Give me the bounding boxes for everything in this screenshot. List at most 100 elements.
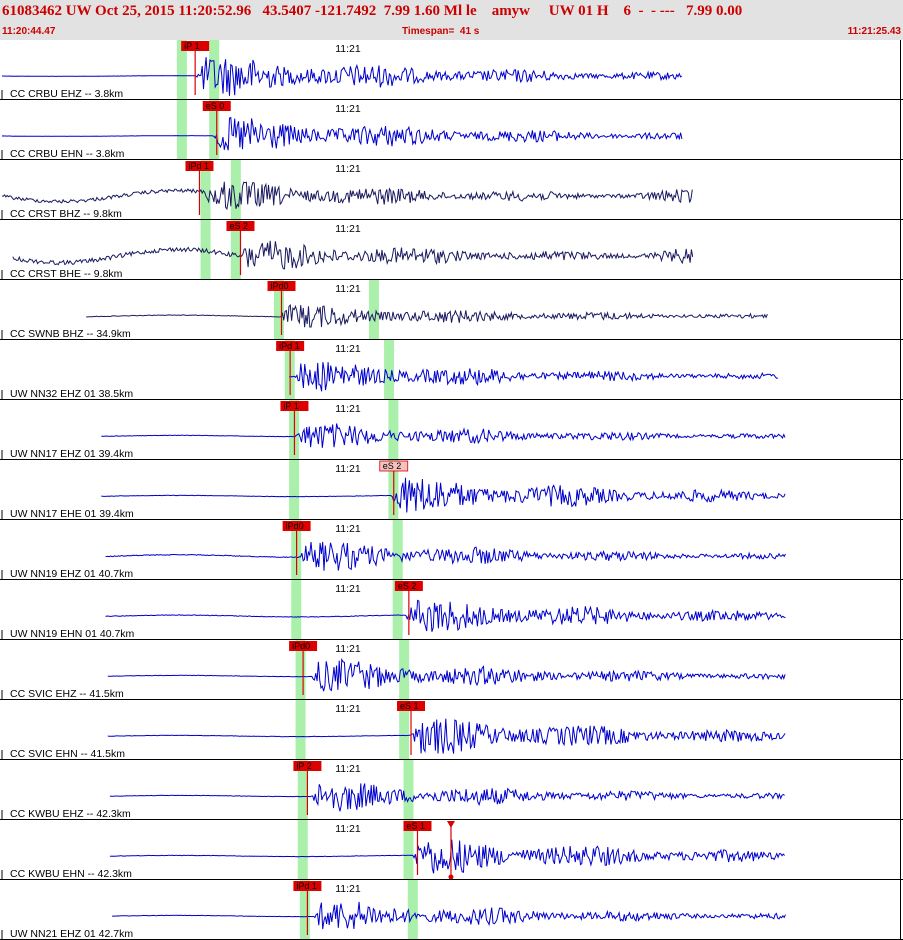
waveform (86, 303, 768, 328)
trace-panel[interactable]: iPd0 11:21 CC SVIC EHZ -- 41.5km (0, 640, 903, 700)
pick-flag[interactable] (379, 460, 409, 472)
s-phase-window (209, 100, 220, 160)
s-phase-window (384, 340, 395, 400)
station-label: CC KWBU EHZ -- 42.3km (10, 808, 131, 820)
minute-tick-label: 11:21 (335, 403, 361, 415)
p-phase-window (273, 280, 284, 340)
trace-panel[interactable]: eS 0 11:21 CC CRBU EHN -- 3.8km (0, 100, 903, 160)
station-label: CC SVIC EHN -- 41.5km (10, 748, 125, 760)
end-time: 11:21:25.43 (847, 26, 901, 37)
p-phase-window (297, 760, 308, 820)
pick-flag[interactable] (280, 401, 309, 411)
trace-panel[interactable]: iP 1 11:21 UW NN17 EHZ 01 39.4km (0, 400, 903, 460)
pick-flag[interactable] (226, 221, 255, 231)
minute-tick-label: 11:21 (335, 463, 361, 475)
seismogram-panels[interactable]: iP 1 11:21 CC CRBU EHZ -- 3.8km eS 0 11:21 CC… (0, 40, 903, 940)
pick-flag[interactable] (185, 161, 214, 171)
trace-panel[interactable]: iP 2 11:21 CC KWBU EHZ -- 42.3km (0, 760, 903, 820)
pick-flag[interactable] (403, 821, 432, 831)
pick-flag[interactable] (276, 341, 305, 351)
waveform (12, 240, 694, 270)
pick-flag[interactable] (267, 281, 296, 291)
p-phase-window (295, 640, 306, 700)
s-phase-window (368, 280, 379, 340)
station-label: UW NN32 EHZ 01 38.5km (10, 388, 133, 400)
waveform (1, 116, 683, 151)
minute-tick-label: 11:21 (335, 43, 361, 55)
trace-panel[interactable]: eS 1 11:21 CC SVIC EHN -- 41.5km (0, 700, 903, 760)
pick-flag[interactable] (181, 41, 210, 51)
pick-label: iPd0 (271, 281, 289, 291)
minute-tick-label: 11:21 (335, 823, 361, 835)
waveform (2, 181, 693, 211)
header-bar: 61083462 UW Oct 25, 2015 11:20:52.96 43.… (0, 0, 903, 40)
pick-flag[interactable] (394, 581, 423, 591)
pick-flag[interactable] (293, 761, 322, 771)
p-phase-window (297, 820, 308, 880)
pick-label: iPd0 (292, 641, 310, 651)
pick-label: iP 1 (184, 41, 199, 51)
waveform (101, 477, 786, 513)
minute-tick-label: 11:21 (335, 523, 361, 535)
pick-flag[interactable] (282, 521, 311, 531)
station-label: UW NN21 EHZ 01 42.7km (10, 928, 133, 940)
trace-panel[interactable]: eS 2 11:21 CC CRST BHE -- 9.8km (0, 220, 903, 280)
minute-tick-label: 11:21 (335, 343, 361, 355)
pick-label: iP 1 (283, 401, 298, 411)
pick-flag[interactable] (289, 641, 318, 651)
pick-label: eS 2 (229, 221, 248, 231)
waveform (111, 901, 786, 930)
event-title: 61083462 UW Oct 25, 2015 11:20:52.96 43.… (2, 3, 743, 19)
p-phase-window (289, 460, 300, 520)
trace-panel[interactable]: iPd0 11:21 UW NN19 EHZ 01 40.7km (0, 520, 903, 580)
waveform (101, 423, 786, 448)
station-label: UW NN17 EHE 01 39.4km (10, 508, 134, 520)
station-label: UW NN19 EHN 01 40.7km (10, 628, 135, 640)
trace-panel[interactable]: iP 1 11:21 CC CRBU EHZ -- 3.8km (0, 40, 903, 100)
pick-label: iPd 1 (279, 341, 300, 351)
s-phase-window (392, 580, 403, 640)
minute-tick-label: 11:21 (335, 763, 361, 775)
pick-label: eS 0 (206, 101, 225, 111)
trace-panel[interactable]: iPd 1 11:21 UW NN32 EHZ 01 38.5km (0, 340, 903, 400)
station-label: CC CRBU EHZ -- 3.8km (10, 88, 123, 100)
waveform (107, 718, 786, 754)
p-phase-window (200, 160, 211, 220)
waveform (107, 657, 786, 692)
minute-tick-label: 11:21 (335, 223, 361, 235)
p-phase-window (176, 40, 187, 100)
pick-flag[interactable] (397, 701, 426, 711)
p-phase-window (176, 100, 187, 160)
s-phase-window (392, 520, 403, 580)
start-time: 11:20:44.47 (2, 26, 56, 37)
waveform (109, 839, 785, 874)
station-label: CC CRBU EHN -- 3.8km (10, 148, 125, 160)
trace-panel[interactable]: iPd0 11:21 CC SWNB BHZ -- 34.9km (0, 280, 903, 340)
trace-panel[interactable]: eS 1 11:21 CC KWBU EHN -- 42.3km (0, 820, 903, 880)
pick-label: eS 1 (400, 701, 419, 711)
station-label: UW NN17 EHZ 01 39.4km (10, 448, 133, 460)
waveform (289, 362, 778, 392)
trace-panel[interactable]: eS 2 11:21 UW NN17 EHE 01 39.4km (0, 460, 903, 520)
waveform (105, 541, 786, 571)
timespan: Timespan= 41 s (402, 26, 480, 37)
pick-label: iP 2 (296, 761, 311, 771)
station-label: CC CRST BHZ -- 9.8km (10, 208, 122, 220)
pick-label: eS 1 (406, 821, 425, 831)
waveform (105, 599, 786, 632)
station-label: CC KWBU EHN -- 42.3km (10, 868, 132, 880)
station-label: CC CRST BHE -- 9.8km (10, 268, 123, 280)
s-phase-window (399, 640, 410, 700)
trace-panel[interactable]: eS 2 11:21 UW NN19 EHN 01 40.7km (0, 580, 903, 640)
s-phase-window (230, 220, 241, 280)
pick-label: iPd 1 (296, 881, 317, 891)
s-phase-window (388, 400, 399, 460)
s-phase-window (399, 700, 410, 760)
pick-flag[interactable] (293, 881, 322, 891)
trace-panel[interactable]: iPd 1 11:21 UW NN21 EHZ 01 42.7km (0, 880, 903, 940)
s-phase-window (407, 880, 418, 940)
trace-panel[interactable]: iPd 1 11:21 CC CRST BHZ -- 9.8km (0, 160, 903, 220)
s-phase-window (403, 820, 414, 880)
minute-tick-label: 11:21 (335, 103, 361, 115)
pick-flag[interactable] (202, 101, 231, 111)
